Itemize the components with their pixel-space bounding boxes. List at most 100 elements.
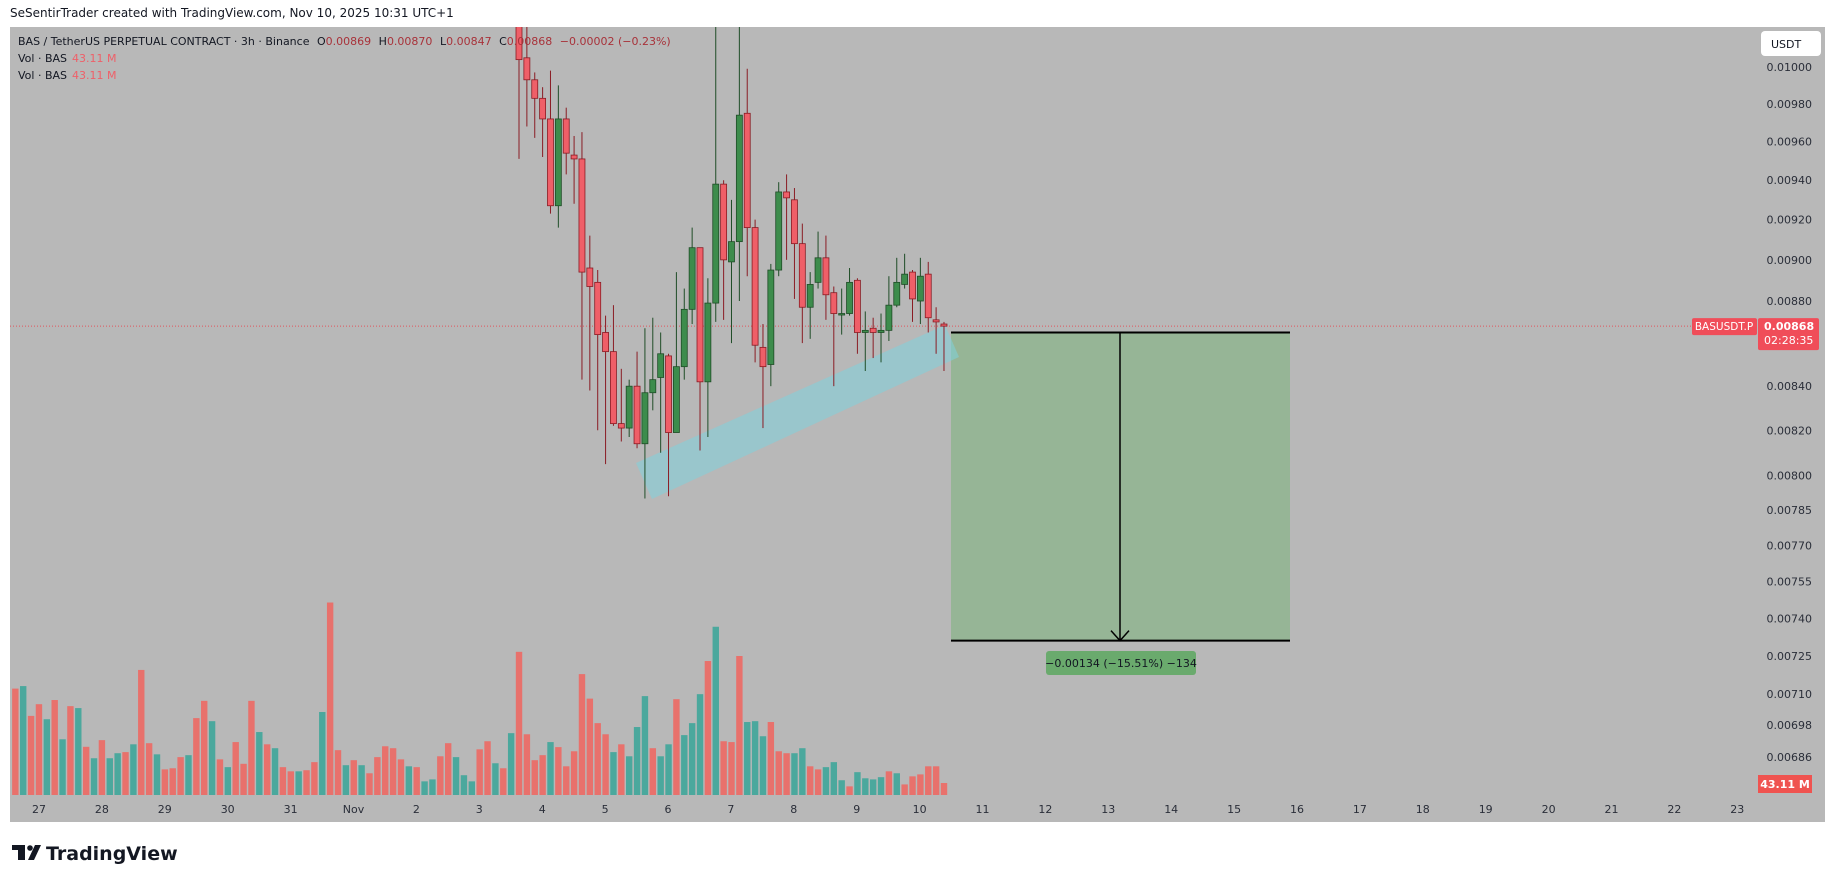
candle-body [806, 284, 814, 308]
volume-bar [917, 774, 924, 795]
volume-bar [279, 767, 287, 795]
candlesticks [515, 27, 948, 499]
volume-bar [838, 780, 845, 795]
candle-body [602, 332, 609, 353]
time-tick-label: 19 [1479, 803, 1493, 816]
candle-body [547, 118, 554, 207]
volume-bar [248, 700, 255, 795]
candle [625, 379, 633, 438]
time-tick-label: 13 [1101, 803, 1115, 816]
volume-bar [271, 748, 279, 795]
volume-bar [626, 756, 633, 795]
candle [893, 257, 901, 308]
volume-bar [161, 769, 169, 795]
candle-body [554, 118, 562, 207]
volume-bar [263, 744, 271, 795]
volume-bar [311, 762, 318, 795]
volume-bar [688, 723, 696, 795]
time-tick-label: 5 [602, 803, 609, 816]
volume-bar [67, 706, 74, 795]
volume-bar [319, 711, 326, 795]
volume-legend-1[interactable]: Vol · BAS 43.11 M [18, 52, 117, 65]
bar-countdown: 02:28:35 [1764, 334, 1813, 347]
candle [696, 247, 704, 451]
volume-bar [909, 776, 916, 795]
volume-bar [507, 733, 515, 795]
price-tick-label: 0.00800 [1767, 470, 1813, 483]
volume-bar [814, 769, 822, 795]
low-value: 0.00847 [446, 35, 492, 48]
time-tick-label: 12 [1038, 803, 1052, 816]
volume-bar [649, 748, 657, 795]
candle [735, 27, 743, 301]
volume-bar [523, 734, 531, 795]
candle-body [735, 114, 743, 243]
volume-bar [35, 704, 43, 795]
volume-bar [59, 739, 66, 795]
rising-channel-drawing[interactable] [636, 325, 959, 499]
candle [838, 288, 846, 335]
price-tick-label: 0.00710 [1767, 688, 1813, 701]
candle-body [798, 243, 806, 308]
volume-bar [901, 784, 908, 795]
time-tick-label: 2 [413, 803, 420, 816]
candle [523, 27, 531, 127]
candle-body [617, 423, 625, 429]
candle-body [814, 257, 822, 283]
volume-bar [862, 778, 869, 795]
candle [909, 270, 916, 322]
price-axis[interactable]: 0.01000 0.00980 0.00960 0.00940 0.00920 0.009… [1767, 61, 1813, 764]
candle [665, 353, 672, 497]
candle-body [916, 275, 924, 302]
volume-bar [633, 727, 641, 795]
candle [728, 199, 735, 344]
candle-body [759, 346, 767, 368]
legend-ohlc: BAS / TetherUS PERPETUAL CONTRACT · 3h ·… [18, 35, 671, 48]
candle-body [893, 281, 901, 306]
candle-body [838, 313, 846, 316]
candle-body [531, 79, 539, 99]
volume-bar [106, 758, 113, 795]
price-tick-label: 0.00960 [1767, 136, 1813, 149]
time-axis[interactable]: 27 28 29 30 31 Nov 2 3 4 5 6 7 8 9 10 11 12 13 14 15 16 17 18 1… [32, 803, 1744, 816]
candle [901, 253, 909, 289]
symbol-tag: BASUSDT.P [1695, 321, 1753, 333]
candle [617, 368, 625, 442]
candle-body [696, 247, 704, 383]
volume-bar [27, 715, 35, 795]
tradingview-logo[interactable]: TradingView [12, 843, 178, 865]
open-value: 0.00869 [326, 35, 372, 48]
currency-button[interactable]: USDT [1761, 31, 1821, 56]
candle-body [885, 304, 893, 331]
volume-bar [366, 773, 373, 795]
symbol-title: BAS / TetherUS PERPETUAL CONTRACT · 3h ·… [18, 35, 310, 48]
volume-bar [256, 732, 263, 795]
candle [680, 288, 688, 380]
candle [602, 315, 609, 465]
candle [554, 85, 562, 228]
candle [869, 317, 877, 359]
candle [570, 135, 578, 204]
time-tick-label: 11 [976, 803, 990, 816]
candle-body [775, 191, 783, 271]
price-tick-label: 0.00740 [1767, 612, 1813, 625]
candle-body [791, 199, 798, 245]
volume-bar [547, 742, 554, 795]
volume-bar [20, 686, 27, 795]
candle [704, 278, 712, 438]
time-tick-label: 29 [158, 803, 172, 816]
candle [673, 272, 680, 433]
candle [861, 311, 869, 371]
volume-bar [287, 771, 294, 795]
volume-bar [177, 757, 184, 795]
measure-label-text: −0.00134 (−15.51%) −134 [1045, 657, 1197, 670]
volume-bar [744, 722, 751, 795]
candle-body [570, 154, 578, 160]
volume-legend-2[interactable]: Vol · BAS 43.11 M [18, 69, 117, 82]
volume-bar [75, 708, 82, 795]
volume-bar [342, 765, 350, 795]
volume-bar [673, 699, 680, 795]
volume-bar [570, 751, 578, 795]
time-tick-label: 9 [853, 803, 860, 816]
